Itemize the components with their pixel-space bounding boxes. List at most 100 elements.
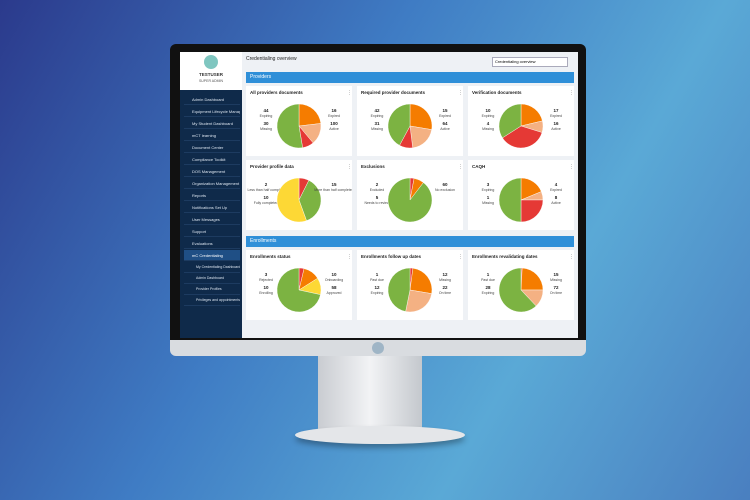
- slice-label: No exclusion: [435, 188, 455, 192]
- slice-value: 22: [442, 285, 448, 290]
- card-menu[interactable]: ⋮: [347, 90, 352, 96]
- pie-slice: [405, 289, 432, 313]
- sidebar: TESTUSER SUPER ADMIN Admin Dashboard Equi…: [180, 52, 242, 338]
- nav-subitem[interactable]: Provider Profiles: [184, 284, 240, 295]
- nav-item[interactable]: Document Center: [184, 142, 240, 153]
- slice-value: 3: [487, 182, 490, 187]
- nav-item[interactable]: Compliance Toolkit: [184, 154, 240, 165]
- nav-item[interactable]: Admin Dashboard: [184, 94, 240, 105]
- nav-subitem[interactable]: Privileges and appointments: [184, 295, 240, 306]
- slice-label: Expired: [328, 114, 340, 118]
- nav-item[interactable]: Organization Management: [184, 178, 240, 189]
- pie-slice: [387, 267, 411, 312]
- slice-label: Active: [551, 127, 561, 131]
- slice-label: Missing: [482, 201, 494, 205]
- screen: TESTUSER SUPER ADMIN Admin Dashboard Equi…: [180, 52, 578, 338]
- slice-value: 15: [442, 108, 448, 113]
- section-bar[interactable]: Enrollments: [246, 236, 574, 247]
- slice-label: Rejected: [259, 278, 273, 282]
- card-menu[interactable]: ⋮: [569, 90, 574, 96]
- slice-label: Expired: [439, 114, 451, 118]
- card-menu[interactable]: ⋮: [458, 164, 463, 170]
- slice-value: 16: [553, 121, 559, 126]
- pie-slice: [276, 267, 321, 313]
- slice-label: Past due: [481, 278, 495, 282]
- nav-item[interactable]: Equipment Lifecycle Management: [184, 106, 240, 117]
- user-name: TESTUSER: [198, 72, 223, 77]
- card-menu[interactable]: ⋮: [347, 254, 352, 260]
- nav-item[interactable]: Reports: [184, 190, 240, 201]
- slice-label: On time: [550, 291, 562, 295]
- card-title: Required provider documents: [361, 90, 426, 95]
- card-menu[interactable]: ⋮: [347, 164, 352, 170]
- pie-slice: [520, 199, 544, 223]
- pie-slice: [498, 177, 522, 223]
- slice-label: Active: [440, 127, 450, 131]
- nav-item[interactable]: User Messages: [184, 214, 240, 225]
- slice-value: 1: [487, 272, 490, 277]
- pie-slice: [298, 103, 322, 127]
- slice-label: Active: [551, 201, 561, 205]
- slice-label: Enrolling: [259, 291, 273, 295]
- slice-value: 64: [442, 121, 448, 126]
- slice-value: 31: [374, 121, 380, 126]
- slice-label: Missing: [371, 127, 383, 131]
- card-menu[interactable]: ⋮: [458, 254, 463, 260]
- card-title: Enrollments revalidating dates: [472, 254, 538, 259]
- pie-slice: [409, 125, 432, 149]
- slice-label: Expiring: [371, 291, 384, 295]
- slice-label: Fully completed: [254, 201, 279, 205]
- nav-subitem[interactable]: My Credentialing Dashboard: [184, 262, 240, 273]
- card-title: Provider profile data: [250, 164, 294, 169]
- slice-label: Missing: [482, 127, 494, 131]
- slice-value: 1: [487, 195, 490, 200]
- card-menu[interactable]: ⋮: [569, 254, 574, 260]
- slice-label: Expiring: [260, 114, 273, 118]
- pie-slice: [409, 103, 433, 130]
- slice-value: 5: [376, 195, 379, 200]
- nav-item[interactable]: DOS Management: [184, 166, 240, 177]
- slice-value: 72: [553, 285, 559, 290]
- slice-label: On time: [439, 291, 451, 295]
- pie-slice: [276, 177, 307, 223]
- dashboard-select[interactable]: Credentialing overview: [492, 57, 568, 67]
- pie-slice: [409, 267, 433, 294]
- nav-item[interactable]: Evaluations: [184, 238, 240, 249]
- slice-value: 28: [485, 285, 491, 290]
- nav-item[interactable]: Notifications Set Up: [184, 202, 240, 213]
- nav-item[interactable]: mCT learning: [184, 130, 240, 141]
- nav-item[interactable]: My Student Dashboard: [184, 118, 240, 129]
- slice-label: Missing: [260, 127, 272, 131]
- slice-value: 10: [263, 285, 269, 290]
- slice-label: More than half completed: [314, 188, 352, 192]
- slice-label: Expiring: [371, 114, 384, 118]
- card-menu[interactable]: ⋮: [569, 164, 574, 170]
- card-menu[interactable]: ⋮: [458, 90, 463, 96]
- pie-slice: [520, 267, 544, 291]
- card-title: Verification documents: [472, 90, 522, 95]
- slice-label: Expiring: [482, 188, 495, 192]
- nav-item-active[interactable]: mC Credentialing: [184, 250, 240, 261]
- slice-value: 16: [331, 108, 337, 113]
- nav-item[interactable]: Support: [184, 226, 240, 237]
- page-title: Credentialing overview: [246, 56, 297, 62]
- slice-value: 44: [263, 108, 269, 113]
- slice-label: Missing: [550, 278, 562, 282]
- slice-value: 4: [555, 182, 558, 187]
- section-bar[interactable]: Providers: [246, 72, 574, 83]
- nav-subitem[interactable]: Admin Dashboard: [184, 273, 240, 284]
- pie-slice: [276, 103, 303, 149]
- slice-value: 1: [376, 272, 379, 277]
- slice-value: 2: [376, 182, 379, 187]
- pie-slice: [387, 103, 411, 146]
- slice-label: Needs to review: [364, 201, 390, 205]
- slice-label: Expired: [550, 114, 562, 118]
